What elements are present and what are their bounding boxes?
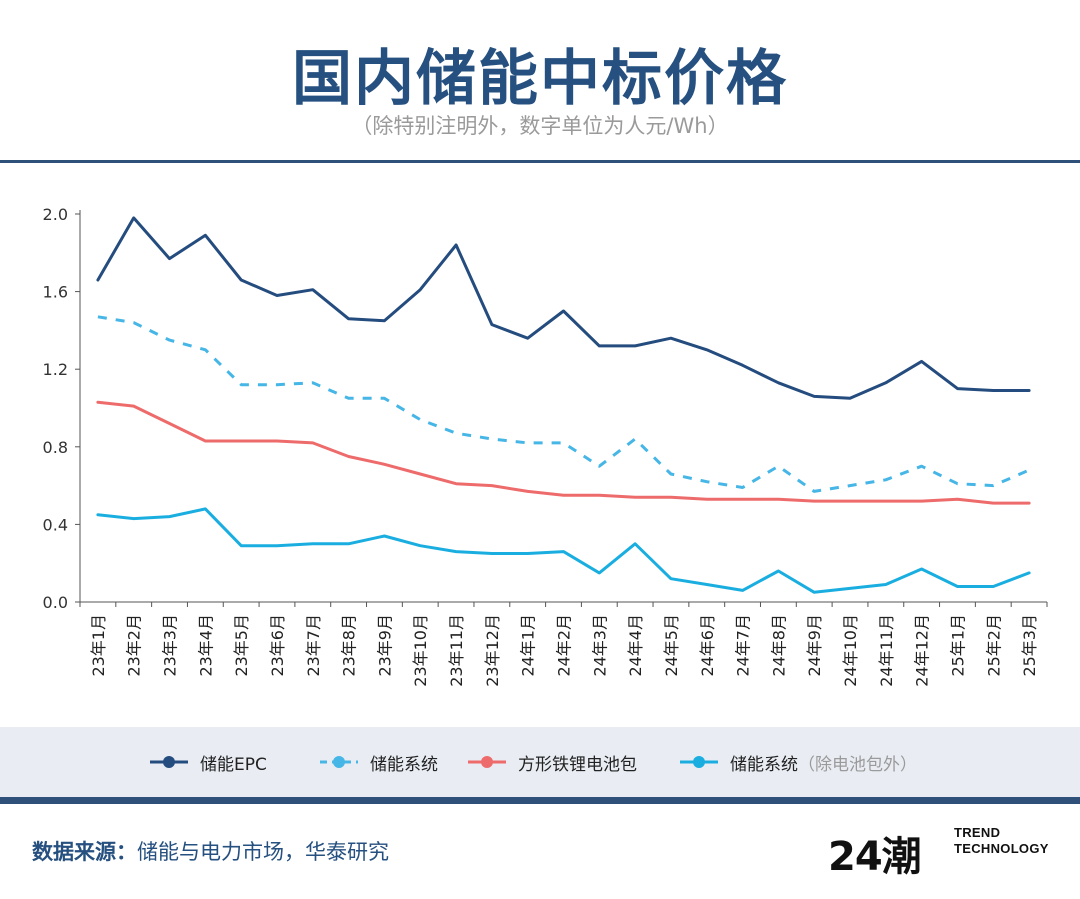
line-chart: 0.00.40.81.21.62.0 23年1月 23年2月 23年3月 23年4月 2… — [43, 205, 1048, 687]
chart-subtitle: （除特别注明外，数字单位为人元/Wh） — [351, 114, 729, 138]
x-tick-label: 23年3月 — [161, 614, 180, 677]
legend-swatch-system — [320, 756, 358, 768]
x-tick-label: 23年5月 — [232, 614, 251, 677]
x-tick-label: 23年2月 — [125, 614, 144, 677]
series-line-2 — [96, 400, 1031, 505]
logo-mark: 24潮 — [828, 834, 922, 880]
x-tick-labels: 23年1月 23年2月 23年3月 23年4月 23年5月 23年6月 23年7月 23年8月… — [89, 614, 1039, 687]
legend-item-system: 储能系统 — [318, 749, 438, 775]
x-tick-label: 25年2月 — [984, 614, 1003, 677]
y-tick-label: 0.8 — [43, 438, 68, 457]
x-tick-label: 23年12月 — [483, 614, 502, 687]
series-line-1 — [97, 315, 1030, 493]
source-text: 储能与电力市场，华泰研究 — [137, 840, 389, 864]
legend-note-system-ex-battery: （除电池包外） — [798, 754, 917, 775]
y-tick-label: 0.4 — [43, 515, 68, 534]
legend-swatch-battery-pack — [468, 756, 506, 768]
x-tick-label: 23年1月 — [89, 614, 108, 677]
x-tick-label: 23年7月 — [304, 614, 323, 677]
x-tick-label: 23年6月 — [268, 614, 287, 677]
x-tick-label: 24年6月 — [698, 614, 717, 677]
chart-axes: 0.0 0.4 0.8 1.2 1.6 2.0 — [43, 205, 1048, 612]
x-tick-label: 24年5月 — [662, 614, 681, 677]
x-tick-label: 23年9月 — [375, 614, 394, 677]
x-tick-label: 23年4月 — [196, 614, 215, 677]
x-tick-label: 24年7月 — [734, 614, 753, 677]
x-tick-label: 24年8月 — [769, 614, 788, 677]
series-line-0 — [96, 216, 1031, 400]
x-tick-label: 24年4月 — [626, 614, 645, 677]
y-tick-label: 0.0 — [43, 593, 68, 612]
legend-label-epc: 储能EPC — [200, 754, 267, 775]
legend: 储能EPC 储能系统 方形铁锂电池包 储能系统 （除电池包外） — [0, 727, 1080, 797]
y-tick-label: 1.6 — [43, 283, 68, 302]
footer-divider — [0, 797, 1080, 804]
header-divider — [0, 160, 1080, 163]
legend-item-epc: 储能EPC — [148, 749, 267, 775]
legend-swatch-system-ex-battery — [680, 756, 718, 768]
logo-line-1: TREND — [954, 825, 1001, 840]
legend-label-battery-pack: 方形铁锂电池包 — [518, 754, 637, 775]
legend-label-system-ex-battery: 储能系统 — [730, 754, 798, 775]
y-tick-label: 1.2 — [43, 360, 68, 379]
x-tick-label: 25年1月 — [948, 614, 967, 677]
x-tick-label: 24年11月 — [877, 614, 896, 687]
legend-item-battery-pack: 方形铁锂电池包 — [466, 749, 637, 775]
data-source: 数据来源：储能与电力市场，华泰研究 — [32, 836, 389, 866]
x-tick-label: 24年12月 — [913, 614, 932, 687]
source-label: 数据来源： — [32, 840, 137, 864]
x-tick-label: 25年3月 — [1020, 614, 1039, 677]
series-layer — [96, 216, 1031, 594]
x-tick-label: 24年2月 — [555, 614, 574, 677]
x-tick-label: 24年9月 — [805, 614, 824, 677]
x-tick-label: 23年10月 — [411, 614, 430, 687]
legend-item-system-ex-battery: 储能系统 （除电池包外） — [678, 749, 917, 775]
x-tick-label: 23年8月 — [340, 614, 359, 677]
legend-label-system: 储能系统 — [370, 754, 438, 775]
logo-line-2: TECHNOLOGY — [954, 841, 1049, 856]
x-tick-label: 24年3月 — [590, 614, 609, 677]
x-tick-label: 24年1月 — [519, 614, 538, 677]
legend-swatch-epc — [150, 756, 188, 768]
chart-title: 国内储能中标价格 — [292, 44, 788, 114]
y-tick-label: 2.0 — [43, 205, 68, 224]
x-tick-label: 24年10月 — [841, 614, 860, 687]
x-tick-label: 23年11月 — [447, 614, 466, 687]
series-line-3 — [96, 507, 1031, 594]
brand-logo: 24潮 TREND TECHNOLOGY — [828, 822, 1058, 880]
